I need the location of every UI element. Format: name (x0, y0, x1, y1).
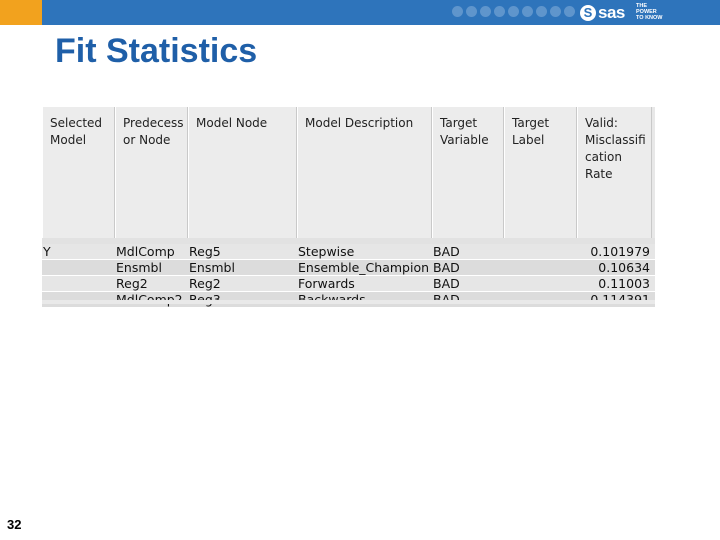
cell-target-label (505, 276, 575, 291)
column-header-predecessor-node[interactable]: Predecess or Node (115, 107, 188, 238)
cell-model-node: Reg5 (189, 244, 221, 259)
banner-dot (452, 6, 463, 17)
table-row[interactable]: Y MdlComp Reg5 Stepwise BAD 0.101979 (42, 244, 655, 260)
top-banner: S sas THE POWER TO KNOW (0, 0, 720, 25)
column-header-label: Predecess or Node (123, 116, 184, 147)
banner-dot (466, 6, 477, 17)
cell-description: Stepwise (298, 244, 355, 259)
column-header-model-node[interactable]: Model Node (188, 107, 297, 238)
column-header-model-description[interactable]: Model Description (297, 107, 432, 238)
column-header-label: Selected Model (50, 116, 103, 147)
fit-statistics-table: Selected Model Predecess or Node Model N… (42, 107, 655, 308)
tagline-line: THE (636, 3, 647, 9)
page-number: 32 (7, 517, 22, 532)
banner-dot (480, 6, 491, 17)
cell-rate: 0.11003 (598, 276, 650, 291)
column-header-selected-model[interactable]: Selected Model (42, 107, 115, 238)
cell-rate: 0.10634 (598, 260, 650, 275)
sas-logo: S sas (580, 2, 625, 23)
column-header-label: Target Variable (440, 116, 489, 147)
tagline-line: POWER (636, 9, 657, 15)
column-header-label: Model Description (305, 116, 414, 130)
tagline: THE POWER TO KNOW (636, 3, 662, 21)
cell-selected: Y (43, 244, 51, 259)
sas-logo-icon: S (580, 4, 596, 21)
banner-accent (0, 0, 42, 25)
cell-target-variable: BAD (433, 260, 460, 275)
cell-target-label (505, 244, 575, 259)
banner-dot (494, 6, 505, 17)
slide-title: Fit Statistics (55, 32, 258, 70)
cell-model-node: Ensmbl (189, 260, 235, 275)
cell-target-variable: BAD (433, 276, 460, 291)
banner-dot (508, 6, 519, 17)
column-header-label: Model Node (196, 116, 268, 130)
cell-predecessor: Reg2 (116, 276, 148, 291)
column-header-target-label[interactable]: Target Label (504, 107, 577, 238)
column-header-misclassification-rate[interactable]: Valid: Misclassifi cation Rate (577, 107, 652, 238)
banner-dot (536, 6, 547, 17)
cell-rate: 0.101979 (590, 244, 650, 259)
banner-dot (522, 6, 533, 17)
table-bottom-border (42, 300, 655, 304)
cell-target-label (505, 260, 575, 275)
cell-selected (43, 260, 113, 275)
column-header-target-variable[interactable]: Target Variable (432, 107, 504, 238)
cell-predecessor: MdlComp (116, 244, 175, 259)
header-divider (42, 238, 655, 244)
banner-dot (550, 6, 561, 17)
banner-dot (564, 6, 575, 17)
banner-dots (452, 6, 575, 17)
tagline-line: TO KNOW (636, 15, 663, 21)
sas-logo-text: sas (598, 2, 625, 22)
cell-model-node: Reg2 (189, 276, 221, 291)
column-header-label: Target Label (512, 116, 550, 147)
cell-predecessor: Ensmbl (116, 260, 162, 275)
cell-target-variable: BAD (433, 244, 460, 259)
table-body: Y MdlComp Reg5 Stepwise BAD 0.101979 Ens… (42, 244, 655, 308)
table-row[interactable]: Reg2 Reg2 Forwards BAD 0.11003 (42, 276, 655, 292)
cell-description: Forwards (298, 276, 355, 291)
cell-description: Ensemble_Champion (298, 260, 430, 275)
cell-selected (43, 276, 113, 291)
table-row[interactable]: Ensmbl Ensmbl Ensemble_Champion BAD 0.10… (42, 260, 655, 276)
column-header-label: Valid: Misclassifi cation Rate (585, 116, 646, 181)
